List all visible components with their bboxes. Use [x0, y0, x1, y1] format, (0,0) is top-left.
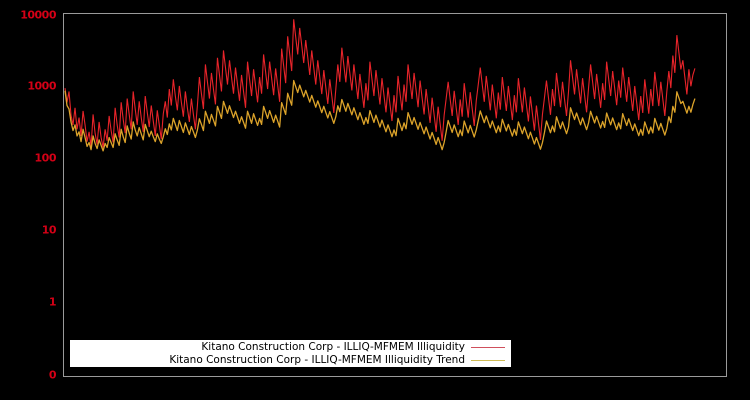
- legend-swatch-illiquidity-trend-icon: [471, 359, 505, 361]
- series-line-illiquidity: [64, 19, 696, 148]
- series-canvas: [64, 19, 696, 152]
- legend-entry-illiquidity-trend: Kitano Construction Corp - ILLIQ-MFMEM I…: [70, 354, 505, 367]
- ytick-label-0: 0: [48, 368, 57, 382]
- ytick-label-1000: 1000: [27, 79, 56, 93]
- legend-label-illiquidity: Kitano Construction Corp - ILLIQ-MFMEM I…: [201, 340, 465, 353]
- legend-label-illiquidity-trend: Kitano Construction Corp - ILLIQ-MFMEM I…: [169, 353, 465, 366]
- ytick-label-1: 1: [48, 295, 57, 309]
- chart-legend: Kitano Construction Corp - ILLIQ-MFMEM I…: [70, 340, 511, 367]
- legend-entry-illiquidity: Kitano Construction Corp - ILLIQ-MFMEM I…: [70, 341, 505, 354]
- series-line-illiquidity-trend: [64, 79, 696, 152]
- ytick-label-10: 10: [41, 223, 57, 237]
- legend-swatch-illiquidity-icon: [471, 346, 505, 348]
- ytick-label-10000: 10000: [20, 8, 56, 22]
- ytick-label-100: 100: [34, 151, 57, 165]
- plot-area: [63, 13, 727, 377]
